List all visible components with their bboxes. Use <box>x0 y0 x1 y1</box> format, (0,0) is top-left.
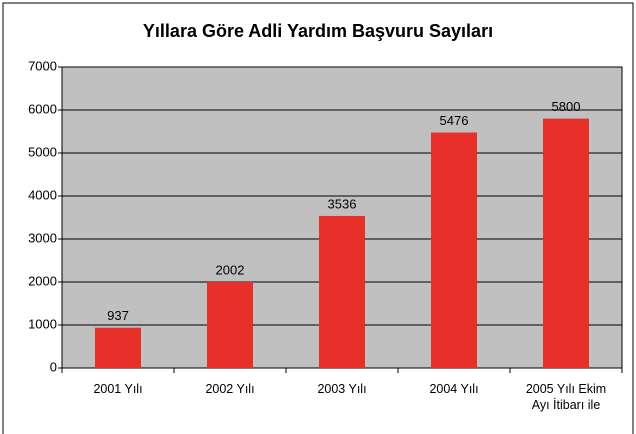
chart-title: Yıllara Göre Adli Yardım Başvuru Sayılar… <box>143 21 493 41</box>
bar <box>431 132 477 368</box>
x-tick-label: 2004 Yılı <box>429 382 479 396</box>
y-tick-label: 2000 <box>28 273 57 288</box>
data-label: 5476 <box>440 113 469 128</box>
bar <box>543 118 589 368</box>
y-tick-label: 1000 <box>28 316 57 331</box>
data-label: 3536 <box>328 196 357 211</box>
bar <box>207 281 253 368</box>
y-tick-label: 0 <box>50 359 57 374</box>
y-tick-label: 3000 <box>28 230 57 245</box>
data-label: 937 <box>107 308 129 323</box>
bar <box>95 327 141 368</box>
x-tick-label: 2005 Yılı Ekim Ayı İtibarı ile <box>525 382 607 412</box>
x-tick-label: 2001 Yılı <box>93 382 143 396</box>
y-tick-label: 4000 <box>28 187 57 202</box>
y-tick-label: 7000 <box>28 58 57 73</box>
y-tick-label: 5000 <box>28 144 57 159</box>
y-tick-label: 6000 <box>28 101 57 116</box>
x-tick-label: 2002 Yılı <box>205 382 255 396</box>
x-tick-label: 2003 Yılı <box>317 382 367 396</box>
bar <box>319 215 365 368</box>
data-label: 2002 <box>216 262 245 277</box>
data-label: 5800 <box>552 99 581 114</box>
